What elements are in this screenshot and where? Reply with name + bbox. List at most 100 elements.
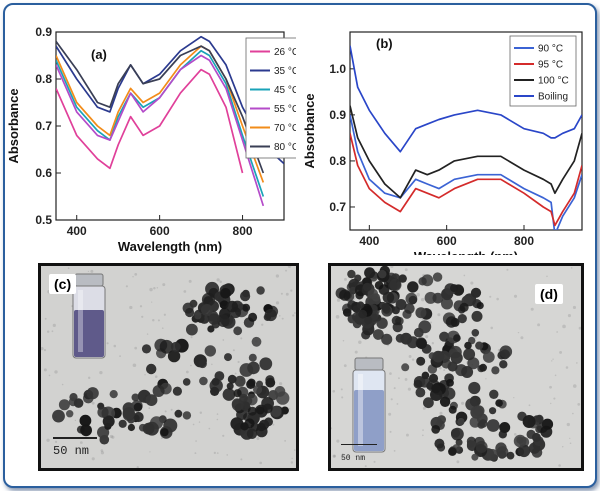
scale-label-c: 50 nm (53, 444, 90, 458)
nanoparticle (97, 406, 109, 418)
grain (134, 272, 138, 276)
grain (157, 319, 160, 322)
nanoparticle (133, 411, 144, 423)
nanoparticle (476, 302, 484, 310)
grain (280, 292, 283, 295)
nanoparticle (264, 308, 277, 322)
y-tick-label: 0.6 (35, 166, 52, 180)
nanoparticle (246, 393, 258, 406)
grain (576, 362, 578, 364)
nanoparticle (513, 434, 527, 448)
nanoparticle (431, 425, 441, 434)
nanoparticle (413, 379, 423, 389)
x-tick-label: 400 (67, 224, 87, 238)
nanoparticle (220, 288, 231, 299)
grain (43, 348, 47, 352)
y-tick-label: 0.7 (329, 200, 346, 214)
grain (336, 439, 340, 443)
scale-bar-c: 50 nm (53, 437, 97, 459)
nanoparticle (491, 366, 500, 375)
grain (558, 464, 561, 467)
grain (213, 451, 216, 454)
grain (190, 364, 192, 367)
nanoparticle (364, 267, 376, 279)
nanoparticle (79, 414, 92, 427)
legend (245, 37, 296, 159)
grain (411, 358, 415, 361)
scale-label-d: 50 nm (341, 454, 366, 463)
nanoparticle (482, 351, 495, 363)
grain (87, 376, 91, 380)
grain (470, 281, 474, 285)
nanoparticle (431, 383, 441, 394)
grain (149, 287, 153, 292)
grain (222, 339, 225, 341)
grain (52, 323, 56, 327)
grain (422, 434, 424, 437)
grain (393, 449, 396, 452)
grain (216, 413, 219, 415)
grain (537, 323, 541, 327)
grain (517, 331, 520, 334)
nanoparticle (486, 419, 500, 432)
nanoparticle (416, 356, 426, 366)
grain (572, 305, 577, 310)
nanoparticle (408, 295, 418, 305)
nanoparticle (448, 405, 457, 414)
nanoparticle (495, 399, 503, 407)
nanoparticle (400, 332, 412, 345)
nanoparticle (531, 432, 541, 442)
nanoparticle (389, 278, 402, 291)
nanoparticle (540, 425, 553, 438)
grain (569, 442, 572, 445)
nanoparticle (432, 350, 445, 363)
grain (51, 330, 54, 333)
nanoparticle (118, 419, 127, 428)
grain (153, 287, 156, 290)
nanoparticle (152, 385, 165, 397)
nanoparticle (470, 406, 484, 419)
grain (293, 449, 296, 451)
grain (396, 403, 399, 405)
grain (354, 455, 356, 458)
grain (46, 438, 50, 442)
nanoparticle (246, 428, 258, 439)
nanoparticle (450, 351, 463, 364)
nanoparticle (448, 447, 457, 456)
grain (136, 466, 139, 468)
grain (152, 319, 155, 322)
grain (566, 422, 570, 427)
nanoparticle (189, 299, 198, 308)
grain (389, 372, 392, 375)
grain (54, 440, 58, 444)
series-line-1 (56, 35, 284, 165)
nanoparticle (142, 422, 155, 435)
grain (513, 433, 517, 436)
nanoparticle (382, 291, 395, 304)
nanoparticle (356, 301, 365, 309)
nanoparticle (471, 329, 480, 337)
grain (185, 370, 189, 374)
nanoparticle (450, 317, 460, 327)
grain (183, 290, 187, 293)
nanoparticle (455, 364, 468, 377)
chart-a: 400 600 800 0.5 0.6 0.7 0.8 0.9 Wavelength (nm) A… (6, 25, 296, 254)
grain (125, 285, 128, 288)
nanoparticle (58, 399, 70, 411)
grain (331, 427, 333, 430)
grain (91, 401, 95, 405)
nanoparticle (208, 313, 220, 325)
grain (416, 293, 420, 297)
grain (292, 314, 295, 317)
grain (578, 326, 581, 330)
nanoparticle (428, 352, 436, 360)
nanoparticle (224, 353, 232, 362)
legend-entry: 90 °C (538, 44, 563, 55)
series-line-2 (350, 105, 582, 199)
nanoparticle (398, 274, 407, 283)
grain (284, 439, 287, 442)
grain (425, 335, 429, 339)
panel-label-d: (d) (535, 284, 563, 304)
x-tick-label: 600 (150, 224, 170, 238)
grain (132, 363, 137, 368)
